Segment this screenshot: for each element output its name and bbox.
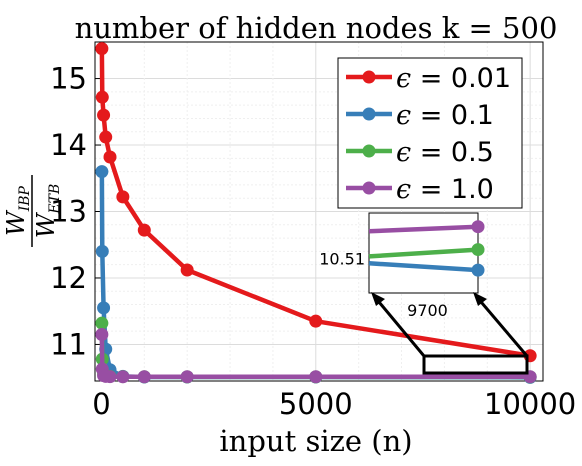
x-axis: 0 5000 10000 <box>92 375 576 421</box>
y-axis: 11 12 13 14 15 <box>50 62 101 361</box>
legend: ϵ = 0.01 ϵ = 0.1 ϵ = 0.5 ϵ = 1.0 <box>337 57 523 209</box>
y-tick-label: 12 <box>50 261 87 295</box>
data-point <box>95 42 109 56</box>
y-tick-label: 15 <box>50 62 87 96</box>
inset-plot: 10.51 9700 <box>319 212 485 320</box>
zoom-arrows <box>371 292 529 357</box>
inset-data-point <box>471 263 485 277</box>
x-axis-label: input size (n) <box>219 424 412 458</box>
x-tick-label: 10000 <box>484 387 576 421</box>
zoom-arrow-left <box>372 295 426 357</box>
legend-swatch-marker <box>362 181 376 195</box>
x-tick-label: 0 <box>92 387 110 421</box>
legend-swatch-marker <box>362 144 376 158</box>
inset-data-point <box>471 243 485 257</box>
inset-series-line <box>368 247 479 259</box>
data-point <box>116 190 130 204</box>
y-label-denominator: WETB <box>32 184 63 239</box>
data-point <box>95 165 109 179</box>
y-label-num-sub: IBP <box>17 185 33 212</box>
data-point <box>95 244 109 258</box>
inset-data-point <box>471 220 485 234</box>
y-tick-label: 14 <box>50 128 87 162</box>
data-point <box>97 108 111 122</box>
legend-swatch-marker <box>362 107 376 121</box>
x-tick-label: 5000 <box>279 387 353 421</box>
y-label-numerator: WIBP <box>2 185 33 235</box>
inset-series-line <box>368 224 479 234</box>
data-point <box>309 314 323 328</box>
data-point <box>137 223 151 237</box>
legend-label: ϵ = 0.1 <box>396 100 494 131</box>
data-point <box>137 370 151 384</box>
data-point <box>97 301 111 315</box>
data-point <box>95 316 109 330</box>
y-axis-label: WIBP WETB <box>2 175 63 247</box>
y-label-den-sub: ETB <box>47 184 63 215</box>
zoom-arrow-left-head <box>371 292 385 306</box>
inset-series-line <box>368 261 479 273</box>
data-point <box>103 370 117 384</box>
legend-swatch-marker <box>362 70 376 84</box>
data-point <box>180 263 194 277</box>
data-point <box>95 90 109 104</box>
zoom-arrow-right-head <box>473 292 487 306</box>
y-tick-label: 11 <box>50 327 87 361</box>
zoom-arrow-right <box>474 295 529 357</box>
legend-label: ϵ = 0.01 <box>396 63 511 94</box>
legend-label: ϵ = 0.5 <box>396 137 494 168</box>
series-layer <box>95 42 537 384</box>
data-point <box>103 150 117 164</box>
y-label-num-w: W <box>2 209 30 236</box>
inset-x-tick-label: 9700 <box>407 301 448 320</box>
y-label-den-w: W <box>32 211 60 238</box>
data-point <box>116 370 130 384</box>
data-point <box>309 370 323 384</box>
inset-y-tick-label: 10.51 <box>319 250 365 269</box>
series-line <box>99 48 531 358</box>
data-point <box>95 327 109 341</box>
data-point <box>180 370 194 384</box>
chart-title: number of hidden nodes k = 500 <box>75 11 558 45</box>
legend-label: ϵ = 1.0 <box>396 174 494 205</box>
data-point <box>99 130 113 144</box>
y-tick-label: 13 <box>50 195 87 229</box>
zoom-region-box <box>422 354 529 375</box>
